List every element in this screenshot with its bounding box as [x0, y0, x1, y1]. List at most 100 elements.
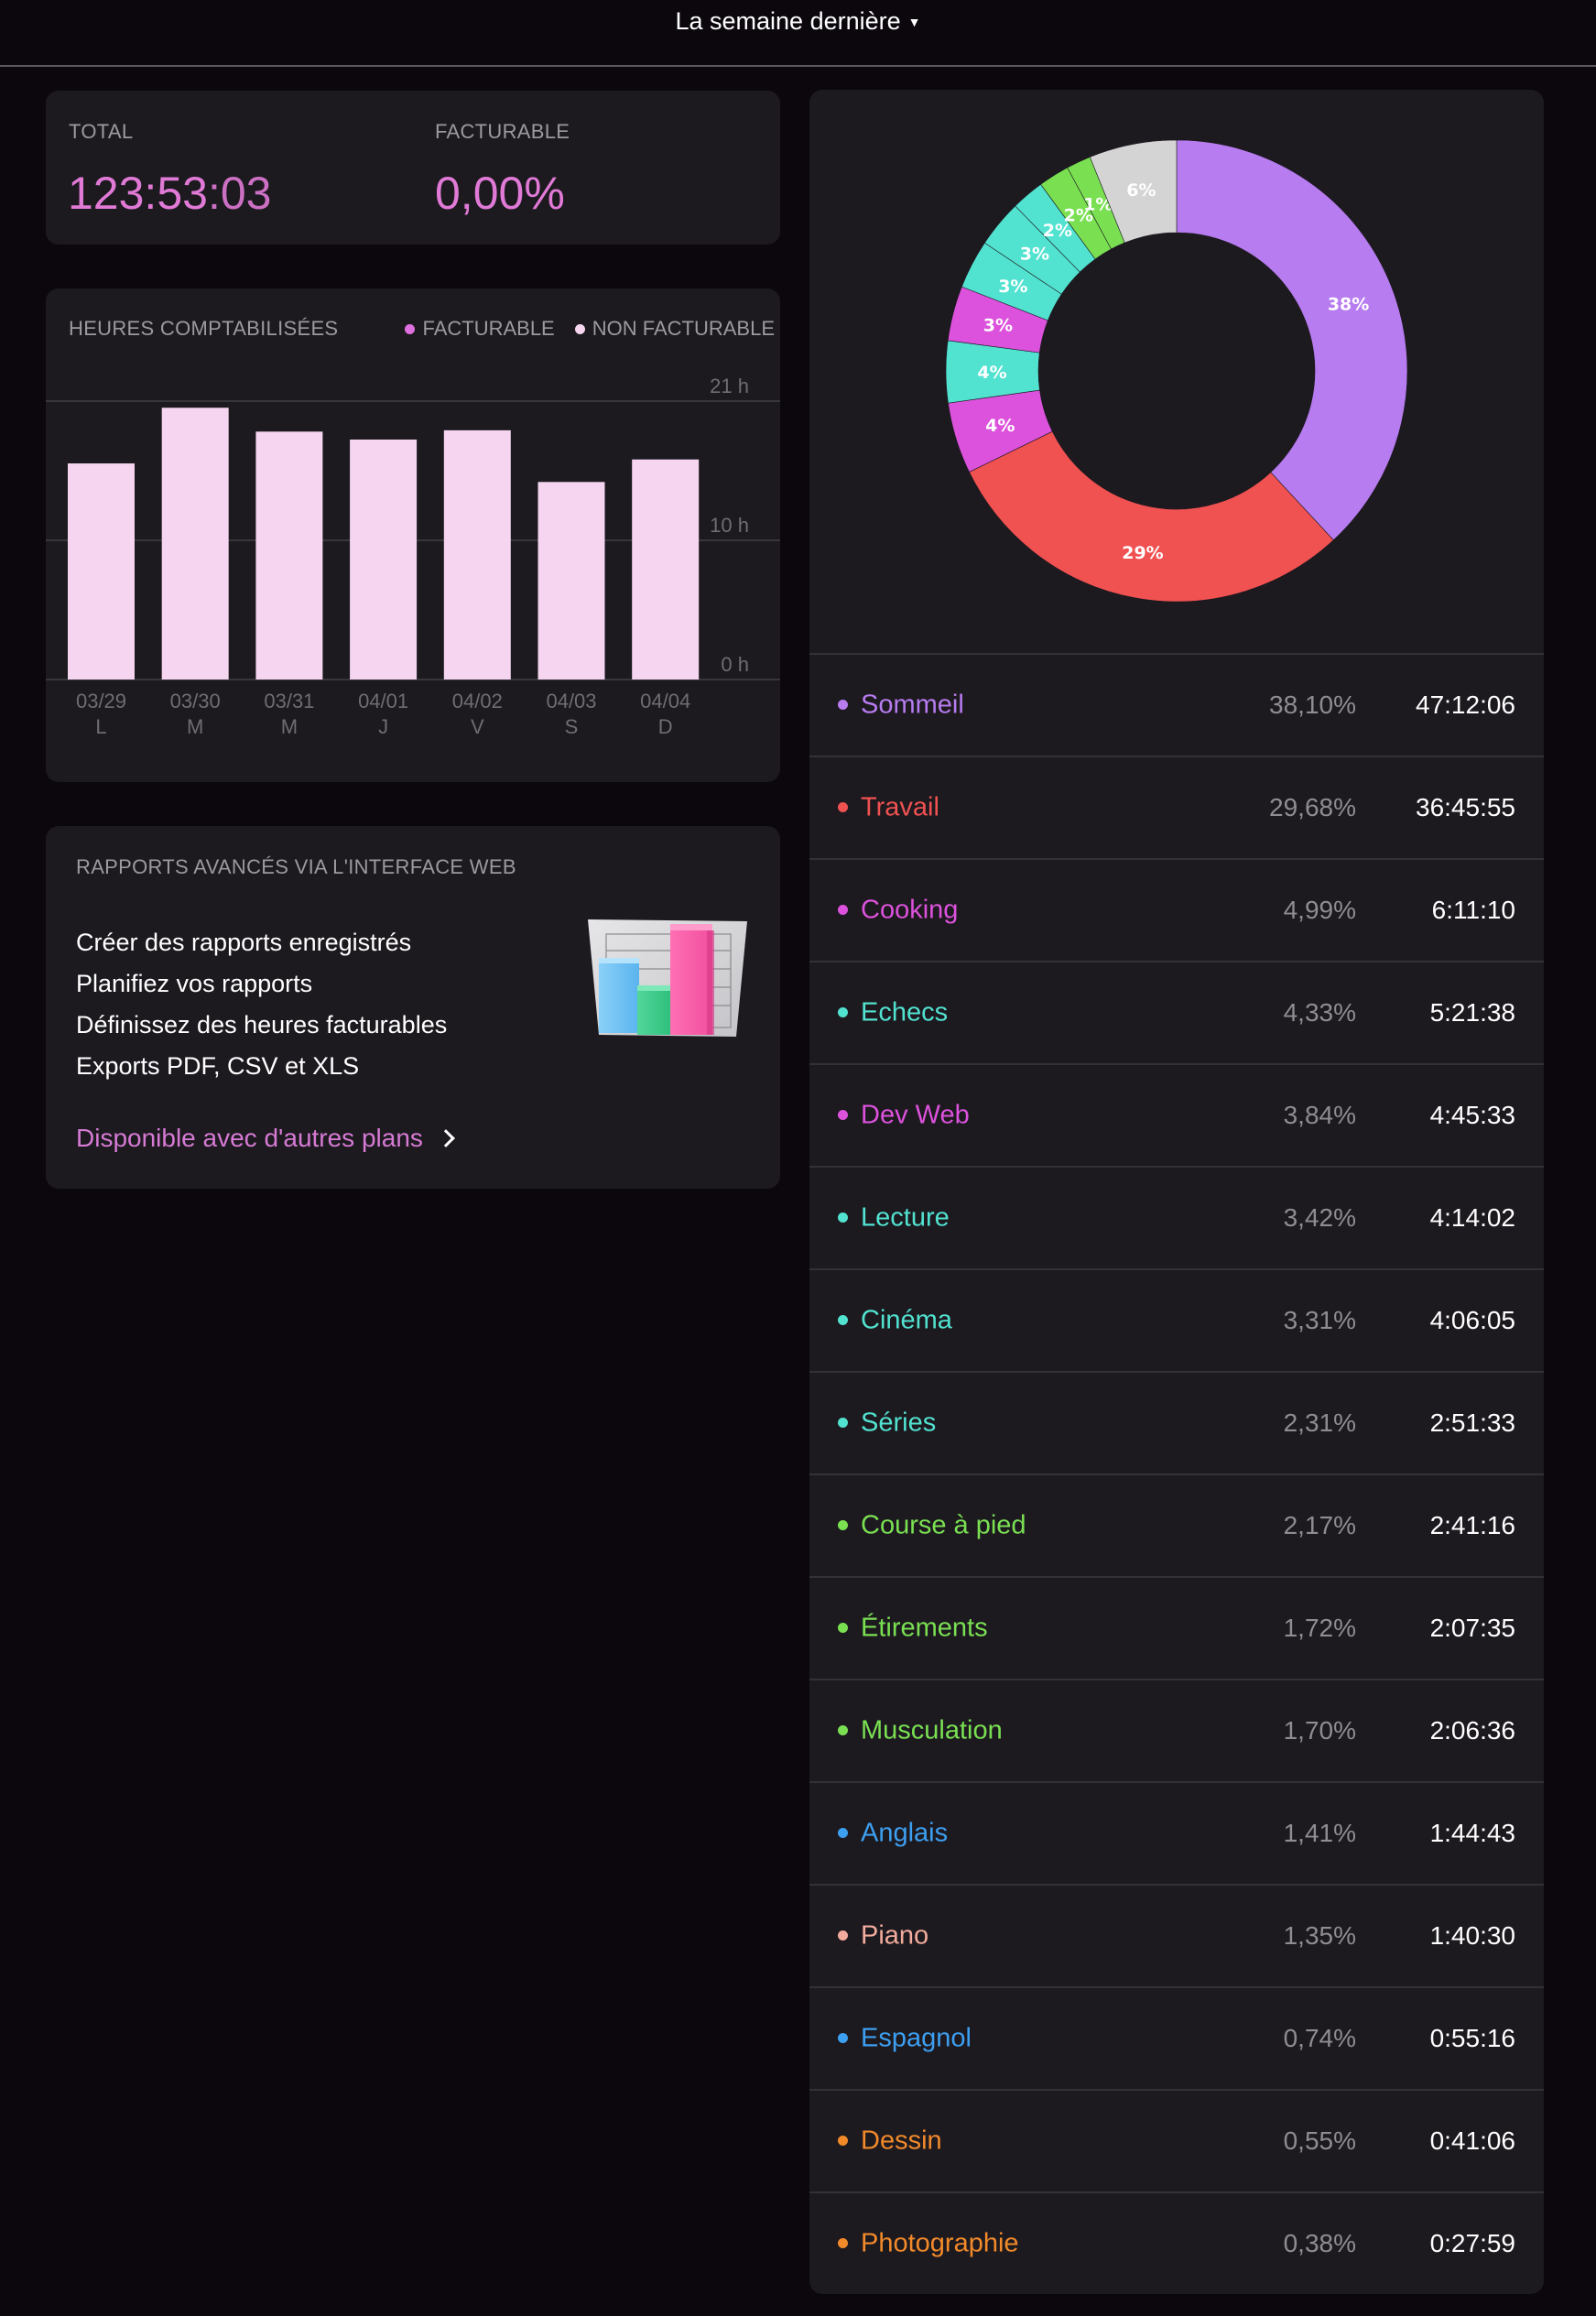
project-time: 2:06:36	[1429, 1716, 1515, 1745]
donut-slice-label: 4%	[977, 363, 1006, 383]
total-value-hours-minutes: 123:53	[68, 168, 208, 219]
donut-slice-label: 1%	[1083, 195, 1113, 215]
project-row[interactable]: Étirements 1,72% 2:07:35	[809, 1576, 1544, 1679]
x-tick-day: S	[565, 715, 579, 738]
project-time: 2:07:35	[1429, 1614, 1515, 1642]
donut-slice-travail[interactable]	[969, 430, 1334, 603]
project-row[interactable]: Photographie 0,38% 0:27:59	[809, 2191, 1544, 2294]
feature-item: Exports PDF, CSV et XLS	[76, 1052, 360, 1080]
project-row[interactable]: Musculation 1,70% 2:06:36	[809, 1679, 1544, 1781]
project-row[interactable]: Cooking 4,99% 6:11:10	[809, 858, 1544, 961]
project-row[interactable]: Piano 1,35% 1:40:30	[809, 1884, 1544, 1986]
x-tick-day: M	[281, 715, 298, 738]
project-time: 1:44:43	[1429, 1819, 1515, 1847]
project-name: Course à pied	[861, 1510, 1026, 1540]
project-row[interactable]: Echecs 4,33% 5:21:38	[809, 961, 1544, 1063]
project-color-dot	[838, 1007, 848, 1017]
web-reports-title: RAPPORTS AVANCÉS VIA L'INTERFACE WEB	[76, 855, 516, 878]
bar-03-29-non-billable[interactable]	[68, 463, 135, 680]
project-row[interactable]: Sommeil 38,10% 47:12:06	[809, 653, 1544, 756]
project-percent: 4,99%	[1283, 896, 1356, 924]
x-tick-date: 04/01	[358, 690, 408, 712]
project-row[interactable]: Anglais 1,41% 1:44:43	[809, 1781, 1544, 1884]
x-tick-date: 04/03	[546, 690, 596, 712]
project-time: 36:45:55	[1416, 793, 1515, 821]
project-percent: 1,41%	[1283, 1819, 1356, 1847]
bar-04-01-non-billable[interactable]	[350, 439, 418, 680]
project-color-dot	[838, 1212, 848, 1223]
project-time: 4:45:33	[1429, 1101, 1515, 1129]
bar-03-30-non-billable[interactable]	[161, 408, 229, 680]
donut-slice-label: 29%	[1122, 543, 1163, 563]
web-reports-card: RAPPORTS AVANCÉS VIA L'INTERFACE WEB Cré…	[46, 826, 780, 1189]
project-row[interactable]: Espagnol 0,74% 0:55:16	[809, 1986, 1544, 2089]
project-color-dot	[838, 905, 848, 915]
bar-03-31-non-billable[interactable]	[255, 431, 323, 680]
project-time: 2:41:16	[1429, 1511, 1515, 1539]
period-label: La semaine dernière	[675, 7, 901, 35]
period-selector[interactable]: La semaine dernière ▼	[0, 7, 1596, 36]
bar-04-02-non-billable[interactable]	[443, 429, 511, 680]
project-row[interactable]: Dessin 0,55% 0:41:06	[809, 2089, 1544, 2191]
project-color-dot	[838, 1418, 848, 1428]
project-color-dot	[838, 2238, 848, 2248]
project-percent: 0,74%	[1283, 2024, 1356, 2052]
x-tick-date: 04/04	[640, 690, 690, 712]
header: La semaine dernière ▼	[0, 0, 1596, 67]
x-tick-date: 04/02	[452, 690, 503, 712]
donut-slice-sommeil[interactable]	[1176, 139, 1408, 541]
project-color-dot	[838, 2136, 848, 2146]
project-name: Lecture	[861, 1202, 950, 1233]
bar-04-03-non-billable[interactable]	[537, 482, 605, 680]
donut-slice-label: 3%	[983, 316, 1013, 336]
project-color-dot	[838, 802, 848, 812]
project-row[interactable]: Lecture 3,42% 4:14:02	[809, 1166, 1544, 1268]
project-row[interactable]: Séries 2,31% 2:51:33	[809, 1371, 1544, 1473]
project-name: Echecs	[861, 997, 949, 1028]
project-name: Étirements	[861, 1613, 988, 1643]
project-row[interactable]: Cinéma 3,31% 4:06:05	[809, 1268, 1544, 1371]
y-tick-label: 0 h	[721, 653, 749, 676]
legend-non-billable-dot	[574, 323, 585, 334]
bar-04-04-non-billable[interactable]	[632, 459, 700, 680]
x-tick-date: 03/29	[76, 690, 126, 712]
project-row[interactable]: Travail 29,68% 36:45:55	[809, 756, 1544, 858]
project-time: 0:41:06	[1429, 2126, 1515, 2155]
project-percent: 1,70%	[1283, 1716, 1356, 1745]
x-tick-day: J	[378, 715, 388, 738]
y-tick-label: 21 h	[710, 375, 749, 397]
donut-slice-autres[interactable]	[1089, 139, 1178, 244]
project-color-dot	[838, 2033, 848, 2043]
total-label: TOTAL	[69, 120, 134, 143]
other-plans-link[interactable]: Disponible avec d'autres plans	[76, 1124, 455, 1153]
project-name: Anglais	[861, 1818, 949, 1848]
total-value-separator: :	[207, 168, 221, 219]
project-percent: 2,31%	[1283, 1408, 1356, 1437]
project-name: Cinéma	[861, 1305, 952, 1335]
project-row[interactable]: Course à pied 2,17% 2:41:16	[809, 1473, 1544, 1576]
project-row[interactable]: Dev Web 3,84% 4:45:33	[809, 1063, 1544, 1166]
project-time: 5:21:38	[1429, 998, 1515, 1027]
project-name: Dev Web	[861, 1100, 970, 1130]
x-tick-date: 03/31	[264, 690, 314, 712]
x-tick-date: 03/30	[170, 690, 221, 712]
legend-billable-dot	[405, 323, 416, 334]
project-name: Espagnol	[861, 2023, 972, 2053]
bar-chart: 21 h 10 h 0 h 03/29 L 03/30 M 03/31 M 04/01 J 04/02…	[46, 375, 780, 738]
donut-slice-label: 38%	[1328, 294, 1369, 314]
project-time: 0:55:16	[1429, 2024, 1515, 2052]
project-percent: 0,38%	[1283, 2229, 1356, 2257]
caret-down-icon: ▼	[907, 15, 921, 29]
project-color-dot	[838, 1110, 848, 1120]
project-name: Piano	[861, 1920, 929, 1951]
project-color-dot	[838, 1725, 848, 1735]
projects-panel: 38% 29% 4% 4% 3% 3% 3% 2% 2% 1% 6% Sommeil 38,10% 47…	[809, 90, 1544, 2294]
project-time: 4:14:02	[1429, 1203, 1515, 1232]
donut-slice-label: 6%	[1126, 180, 1156, 201]
donut-slice-label: 2%	[1064, 205, 1093, 225]
total-value: 123:53:03	[68, 167, 271, 220]
hours-chart-title: HEURES COMPTABILISÉES	[69, 317, 339, 340]
project-percent: 2,17%	[1283, 1511, 1356, 1539]
x-tick-day: L	[95, 715, 106, 738]
project-percent: 1,35%	[1283, 1921, 1356, 1950]
